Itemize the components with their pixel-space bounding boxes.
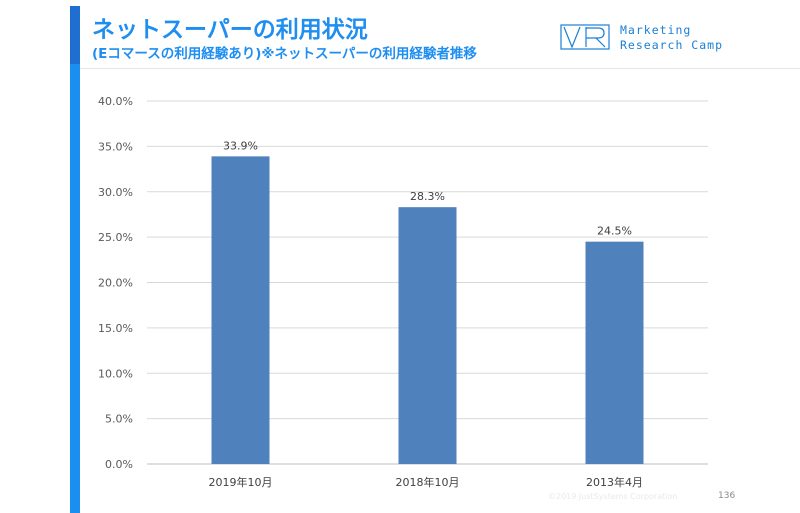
logo-text: Marketing Research Camp <box>620 23 723 53</box>
header-divider <box>80 68 800 69</box>
data-label: 28.3% <box>410 190 445 203</box>
x-tick-label: 2019年10月 <box>209 475 273 489</box>
title-accent-bar <box>70 6 80 64</box>
data-label: 33.9% <box>223 139 258 152</box>
bar <box>585 241 644 464</box>
bar <box>211 156 270 465</box>
y-tick-label: 20.0% <box>98 277 133 290</box>
y-tick-label: 15.0% <box>98 322 133 335</box>
bar <box>398 207 457 465</box>
x-tick-label: 2018年10月 <box>396 475 460 489</box>
y-tick-label: 25.0% <box>98 231 133 244</box>
y-tick-label: 10.0% <box>98 367 133 380</box>
y-tick-label: 0.0% <box>105 458 133 471</box>
page-title: ネットスーパーの利用状況 <box>92 17 368 43</box>
logo-mark-icon <box>560 24 610 50</box>
y-tick-label: 35.0% <box>98 140 133 153</box>
side-accent-bar <box>70 64 80 513</box>
data-label: 24.5% <box>597 225 632 238</box>
x-tick-label: 2013年4月 <box>586 475 643 489</box>
copyright-text: ©2019 JustSystems Corporation <box>548 492 678 501</box>
logo-line-2: Research Camp <box>620 38 724 52</box>
y-tick-label: 40.0% <box>98 95 133 108</box>
page-subtitle: (Eコマースの利用経験あり)※ネットスーパーの利用経験者推移 <box>92 46 477 62</box>
y-tick-label: 30.0% <box>98 186 133 199</box>
y-tick-label: 5.0% <box>105 413 133 426</box>
logo-line-1: Marketing <box>620 23 692 37</box>
page-number: 136 <box>718 491 736 501</box>
